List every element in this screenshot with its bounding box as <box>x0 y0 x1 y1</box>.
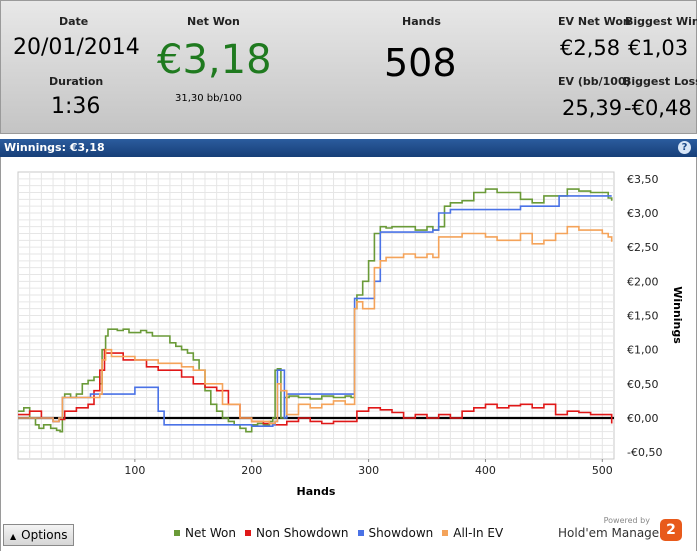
triangle-up-icon: ▲ <box>10 532 17 541</box>
y-tick-label: €0,00 <box>627 412 659 425</box>
legend-item[interactable]: Non Showdown <box>245 526 349 540</box>
brand-name: Hold'em Manager <box>558 526 665 540</box>
chart-series <box>18 188 613 433</box>
biggest-win-label: Biggest Win <box>625 15 697 28</box>
y-axis-label: Winnings <box>671 286 684 344</box>
legend-label: Non Showdown <box>256 526 349 540</box>
legend-swatch-icon <box>357 530 364 536</box>
legend-label: Showdown <box>368 526 434 540</box>
legend-swatch-icon <box>442 530 449 536</box>
legend-label: All-In EV <box>453 526 504 540</box>
hm2-logo-icon: 2 <box>660 519 682 541</box>
legend-item[interactable]: All-In EV <box>442 526 503 540</box>
options-button[interactable]: ▲ Options <box>3 524 74 546</box>
date-value: 20/01/2014 <box>13 35 140 60</box>
series-line-all-in-ev <box>18 225 613 425</box>
series-line-non-showdown <box>18 348 613 426</box>
options-label: Options <box>21 528 68 542</box>
y-tick-label: €3,00 <box>627 207 659 220</box>
winnings-chart: €3,50 €3,00 €2,50 €2,00 €1,50 €1,00 €0,50 €0,00… <box>17 171 684 498</box>
legend-swatch-icon <box>245 530 251 536</box>
powered-by-text: Powered by <box>603 516 650 525</box>
chart-legend: Net Won Non Showdown Showdown All-In EV <box>174 526 512 540</box>
y-tick-label: €2,50 <box>627 241 659 254</box>
ev-bb-value: 25,39 <box>562 96 623 120</box>
hands-value: 508 <box>384 41 457 85</box>
series-line-showdown <box>18 195 612 427</box>
y-tick-label: €1,50 <box>627 310 659 323</box>
ev-net-won-value: €2,58 <box>560 36 621 60</box>
y-tick-label: -€0,50 <box>627 446 662 459</box>
net-won-label: Net Won <box>187 15 240 28</box>
chart-area: €3,50 €3,00 €2,50 €2,00 €1,50 €1,00 €0,50 €0,00… <box>0 157 697 551</box>
hands-label: Hands <box>402 15 441 28</box>
biggest-win-value: €1,03 <box>628 36 689 60</box>
session-summary-panel: Date 20/01/2014 Duration 1:36 Net Won €3… <box>0 0 697 134</box>
x-tick-label: 300 <box>358 464 379 477</box>
legend-item[interactable]: Net Won <box>174 526 236 540</box>
help-icon[interactable]: ? <box>678 141 691 154</box>
x-tick-label: 400 <box>475 464 496 477</box>
y-tick-label: €2,00 <box>627 275 659 288</box>
duration-value: 1:36 <box>51 94 101 119</box>
legend-label: Net Won <box>185 526 236 540</box>
y-tick-label: €3,50 <box>627 173 659 186</box>
x-tick-label: 200 <box>241 464 262 477</box>
x-tick-label: 100 <box>124 464 145 477</box>
duration-label: Duration <box>49 75 104 88</box>
chart-axes: €3,50 €3,00 €2,50 €2,00 €1,50 €1,00 €0,50 €0,00… <box>124 173 684 498</box>
series-line-net-won <box>18 188 613 433</box>
net-won-value: €3,18 <box>157 37 272 83</box>
y-tick-label: €0,50 <box>627 378 659 391</box>
chart-grid <box>17 171 615 460</box>
ev-net-won-label: EV Net Won <box>558 15 631 28</box>
ev-bb-label: EV (bb/100) <box>558 75 631 88</box>
y-tick-label: €1,00 <box>627 344 659 357</box>
chart-title-bar: Winnings: €3,18 ? <box>0 139 697 157</box>
date-label: Date <box>59 15 89 28</box>
x-tick-label: 500 <box>592 464 613 477</box>
net-won-bb-per-100: 31,30 bb/100 <box>175 93 242 104</box>
biggest-loss-value: -€0,48 <box>624 96 692 120</box>
biggest-loss-label: Biggest Loss <box>623 75 697 88</box>
brand-logo: Powered by Hold'em Manager 2 <box>558 514 688 548</box>
legend-swatch-icon <box>174 530 180 536</box>
chart-title: Winnings: €3,18 <box>4 141 105 154</box>
legend-item[interactable]: Showdown <box>357 526 434 540</box>
x-axis-label: Hands <box>297 485 336 498</box>
